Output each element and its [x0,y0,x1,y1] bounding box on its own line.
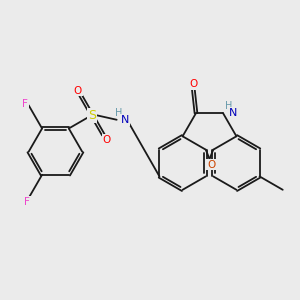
Text: F: F [24,197,30,207]
Text: F: F [22,99,28,109]
Text: N: N [121,115,129,125]
Text: N: N [229,108,237,118]
Text: O: O [189,79,197,89]
Text: H: H [225,101,233,111]
Text: O: O [207,160,215,170]
Text: H: H [115,108,122,118]
Text: S: S [88,109,96,122]
Text: O: O [103,135,111,145]
Text: O: O [74,85,82,95]
